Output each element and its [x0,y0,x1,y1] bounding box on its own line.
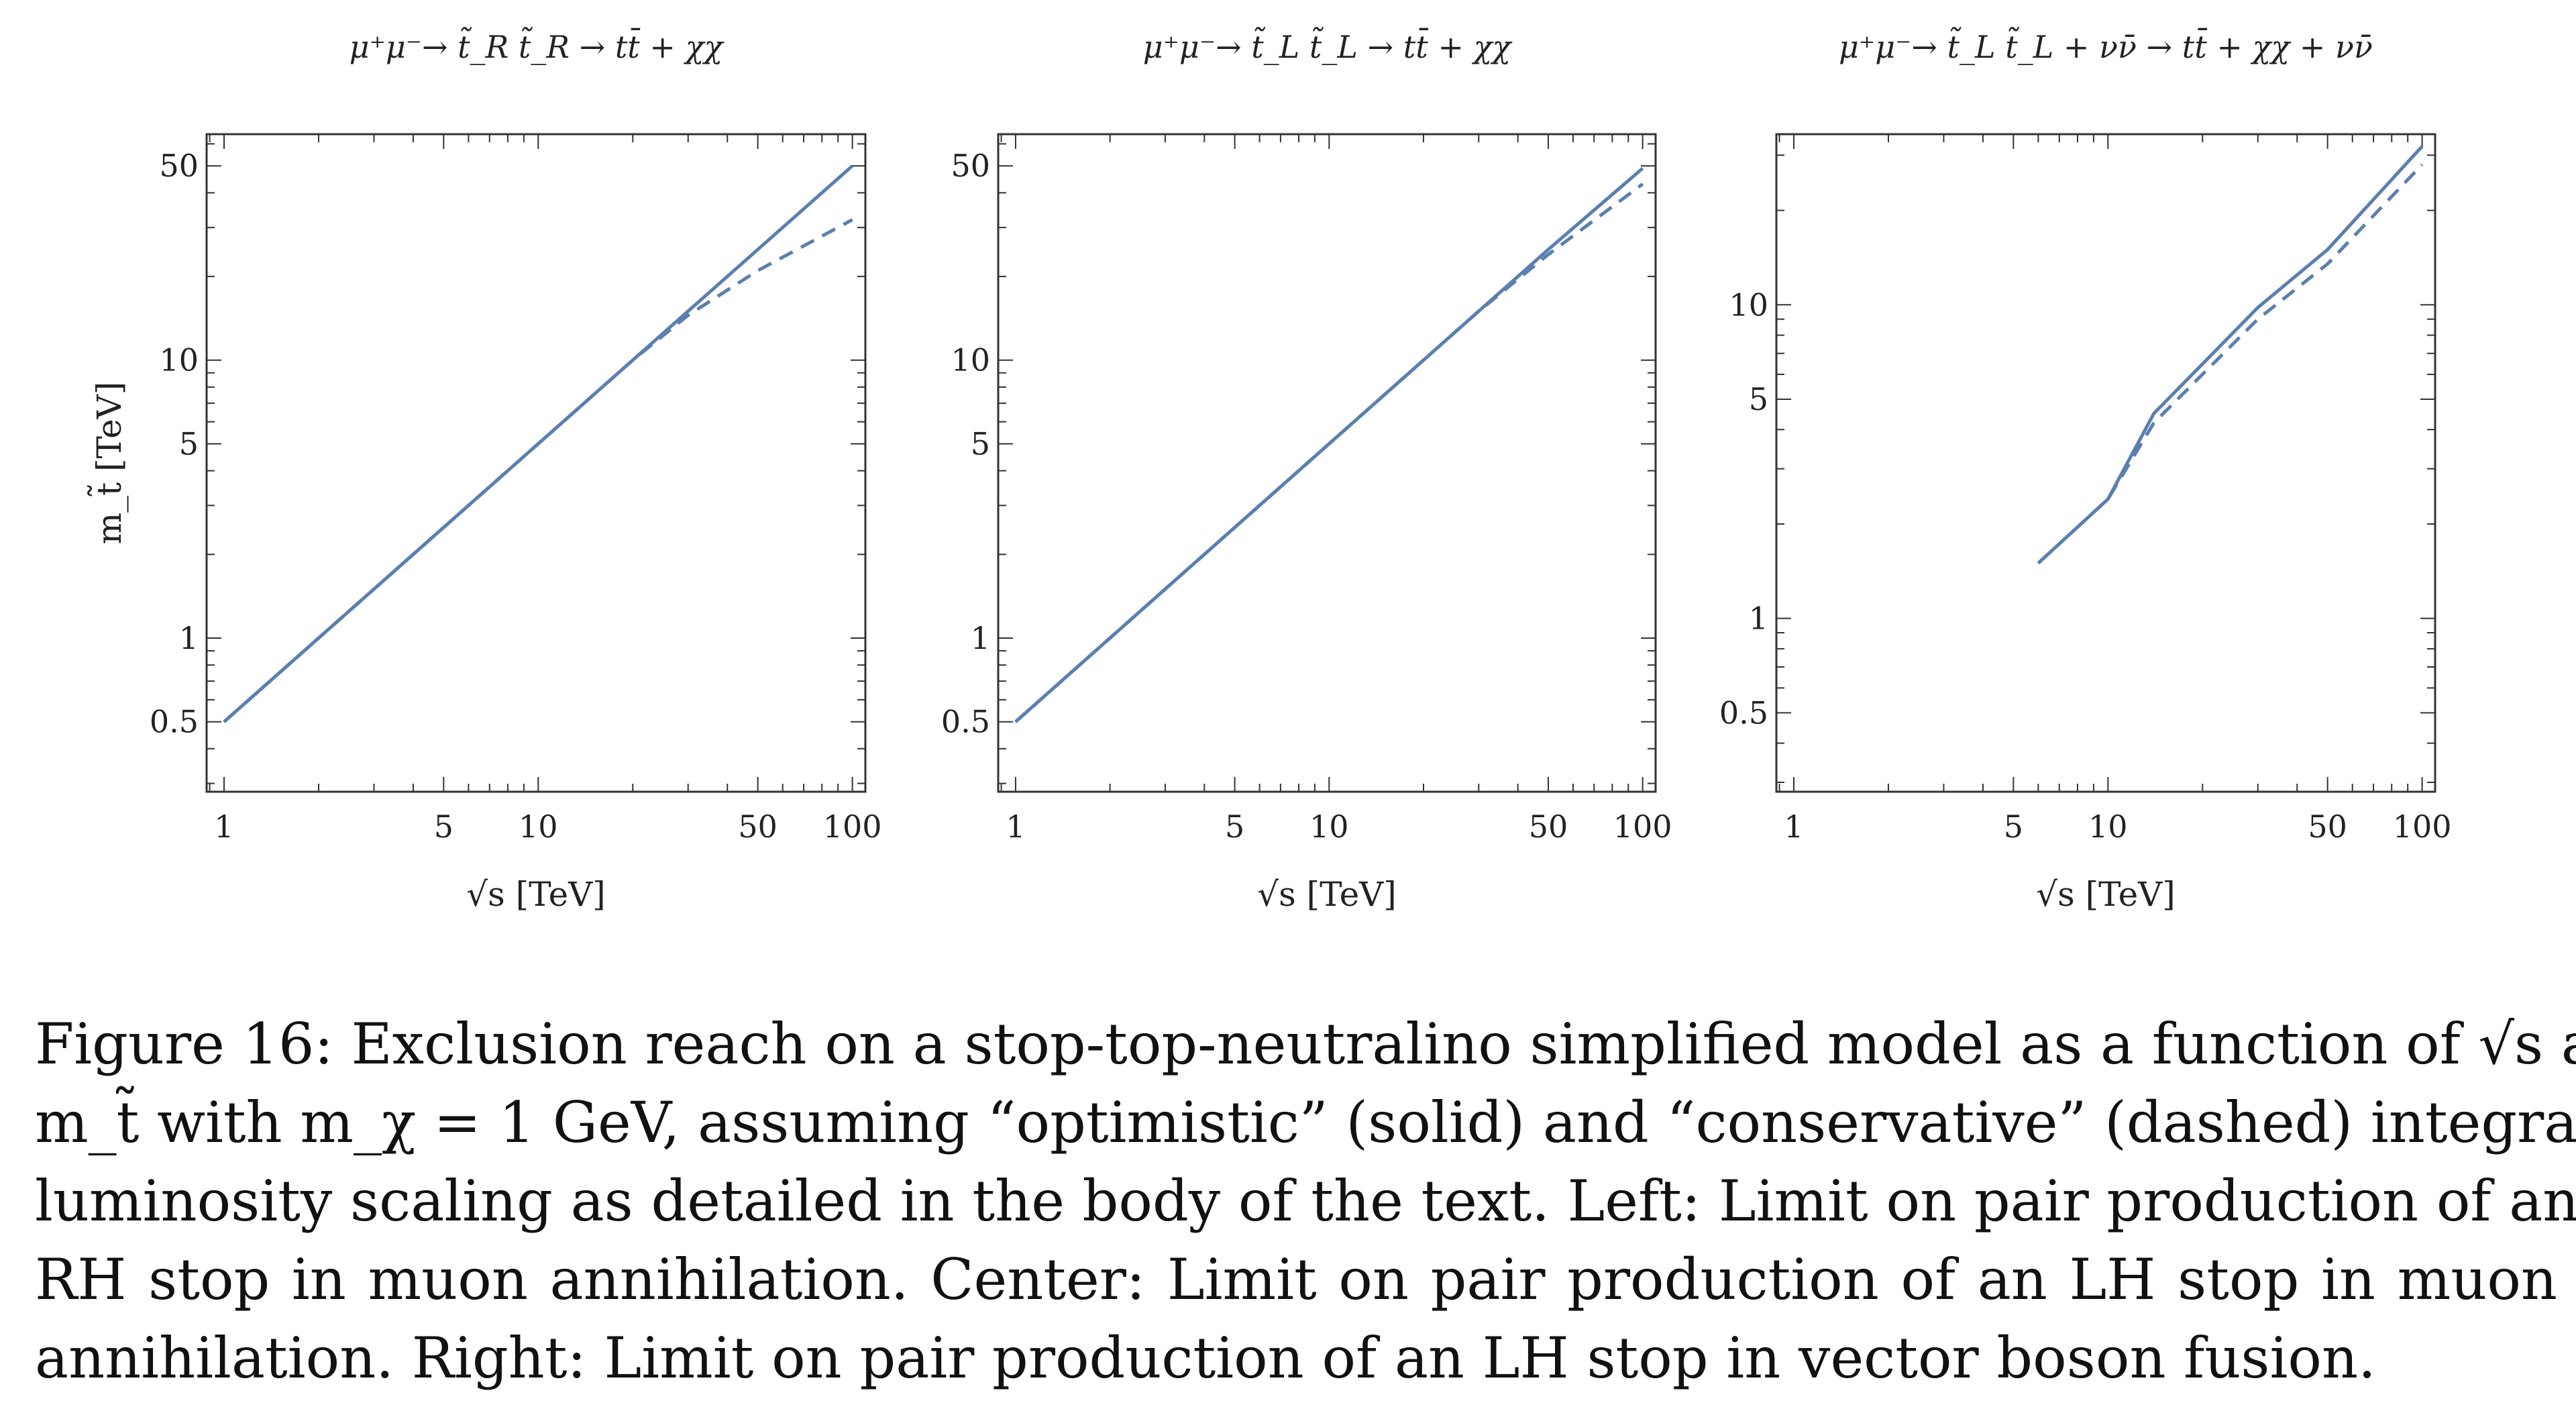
x-tick-label: 1 [1784,809,1803,845]
x-tick-label: 50 [2308,809,2347,845]
x-tick-label: 10 [1309,809,1349,845]
y-tick-label: 1 [179,620,199,656]
series-line-dashed [1014,183,1644,723]
plot-frame [1775,133,2436,793]
x-tick-label: 10 [2088,809,2128,845]
y-tick-label: 10 [159,342,199,378]
y-tick-label: 5 [971,425,990,462]
tick-marks [998,134,1656,792]
y-tick-label: 5 [179,425,199,462]
x-tick-label: 100 [2393,809,2452,845]
x-axis-label: √s [TeV] [2036,875,2176,914]
caption-line: annihilation. Right: Limit on pair produ… [35,1325,2376,1391]
y-tick-label: 0.5 [150,704,199,740]
series-line-dashed [223,218,853,723]
y-tick-label: 10 [951,342,990,378]
chart-panel-2: 1 5 10 50 100 0.5 1 5 10 50 μ⁺μ⁻→ t̃_L t̃_L → tt̄ … [941,27,1672,914]
x-tick-label: 1 [1006,809,1025,845]
series-line-dashed [2037,163,2424,565]
series-line-solid [2037,145,2424,565]
plot-frame [997,133,1657,793]
x-axis-label: √s [TeV] [466,875,606,914]
y-tick-label: 0.5 [1719,694,1768,731]
x-tick-label: 50 [1529,809,1568,845]
y-tick-label: 50 [951,148,990,184]
y-tick-label: 0.5 [941,704,990,740]
y-tick-label: 5 [1749,381,1768,417]
figure-caption: Figure 16: Exclusion reach on a stop-top… [35,1005,2576,1398]
figure-panels: 1 5 10 50 100 0.5 1 5 10 50 μ⁺μ⁻→ t̃_R t̃_R → tt̄ … [87,27,2452,914]
chart-panel-1: 1 5 10 50 100 0.5 1 5 10 50 μ⁺μ⁻→ t̃_R t̃_R → tt̄ … [87,27,881,914]
y-tick-label: 1 [971,620,990,656]
chart-title: μ⁺μ⁻→ t̃_R t̃_R → tt̄ + χχ [350,27,725,65]
x-tick-label: 1 [214,809,233,845]
x-tick-label: 5 [1225,809,1244,845]
chart-title: μ⁺μ⁻→ t̃_L t̃_L → tt̄ + χχ [1143,27,1513,65]
x-tick-label: 10 [519,809,558,845]
x-axis-label: √s [TeV] [1257,875,1397,914]
y-tick-label: 1 [1749,601,1768,637]
x-tick-label: 100 [823,809,882,845]
chart-panel-3: 1 5 10 50 100 0.5 1 5 10 μ⁺μ⁻→ t̃_L t̃_L + νν̄ → … [1719,27,2452,914]
caption-line: RH stop in muon annihilation. Center: Li… [35,1247,2557,1312]
tick-marks [1776,134,2435,792]
x-tick-label: 100 [1613,809,1672,845]
x-tick-label: 50 [738,809,777,845]
caption-line: m_t̃ with m_χ = 1 GeV, assuming “optimis… [35,1090,2576,1155]
plot-frame [205,133,867,793]
chart-title: μ⁺μ⁻→ t̃_L t̃_L + νν̄ → tt̄ + χχ + νν̄ [1839,27,2373,65]
y-tick-label: 50 [159,148,199,184]
y-axis-label: m_t̃ [TeV] [87,382,129,545]
y-tick-label: 10 [1729,287,1768,323]
caption-line: Figure 16: Exclusion reach on a stop-top… [35,1011,2576,1077]
x-tick-label: 5 [434,809,453,845]
caption-line: luminosity scaling as detailed in the bo… [35,1168,2576,1234]
tick-marks [207,134,865,792]
x-tick-label: 5 [2004,809,2023,845]
